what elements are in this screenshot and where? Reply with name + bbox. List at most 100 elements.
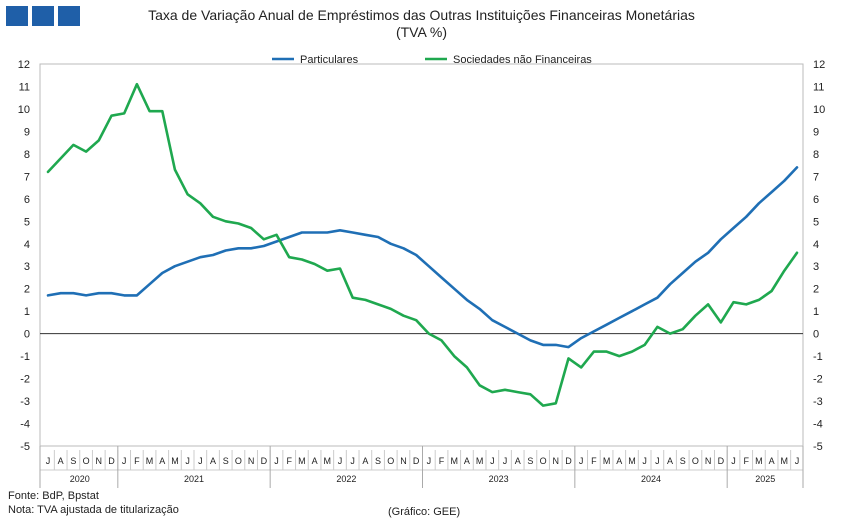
- y-tick-label-left: 10: [18, 104, 30, 116]
- legend-label-1: Particulares: [300, 54, 359, 66]
- chart-title: Taxa de Variação Anual de Empréstimos da…: [148, 7, 695, 23]
- month-tick-label: O: [387, 456, 394, 466]
- y-tick-label-left: -2: [20, 374, 30, 386]
- month-tick-label: M: [781, 456, 789, 466]
- month-tick-label: F: [134, 456, 140, 466]
- month-tick-label: O: [540, 456, 547, 466]
- month-tick-label: J: [579, 456, 584, 466]
- month-tick-label: A: [210, 456, 216, 466]
- y-tick-label-right: 1: [813, 306, 819, 318]
- series-line-1: [46, 166, 799, 349]
- month-tick-label: M: [755, 456, 763, 466]
- y-tick-label-left: 9: [24, 126, 30, 138]
- month-tick-label: M: [628, 456, 636, 466]
- month-tick-label: A: [667, 456, 673, 466]
- month-tick-label: J: [642, 456, 647, 466]
- y-tick-label-left: 5: [24, 216, 30, 228]
- month-tick-label: J: [185, 456, 190, 466]
- footer-note: Nota: TVA ajustada de titularização: [8, 504, 179, 516]
- month-tick-label: M: [476, 456, 484, 466]
- month-tick-label: J: [274, 456, 279, 466]
- year-label: 2021: [184, 474, 204, 484]
- month-tick-label: O: [235, 456, 242, 466]
- series-line-2: [46, 82, 799, 407]
- y-tick-label-right: -3: [813, 396, 823, 408]
- month-tick-label: A: [58, 456, 64, 466]
- y-tick-label-right: 5: [813, 216, 819, 228]
- chart-title-block: Taxa de Variação Anual de Empréstimos da…: [0, 7, 843, 41]
- y-tick-label-left: 0: [24, 329, 30, 341]
- y-tick-label-right: -5: [813, 441, 823, 453]
- month-tick-label: J: [795, 456, 800, 466]
- month-tick-label: M: [603, 456, 611, 466]
- y-tick-label-right: 3: [813, 261, 819, 273]
- month-tick-label: M: [171, 456, 179, 466]
- y-tick-label-right: 4: [813, 239, 819, 251]
- y-tick-label-left: 2: [24, 284, 30, 296]
- month-tick-label: J: [655, 456, 660, 466]
- year-label: 2022: [336, 474, 356, 484]
- month-tick-label: O: [692, 456, 699, 466]
- month-tick-label: S: [223, 456, 229, 466]
- month-tick-label: O: [83, 456, 90, 466]
- month-tick-label: S: [375, 456, 381, 466]
- y-tick-label-left: 12: [18, 59, 30, 71]
- month-tick-label: S: [70, 456, 76, 466]
- month-tick-label: A: [515, 456, 521, 466]
- month-tick-label: J: [198, 456, 203, 466]
- year-label: 2020: [70, 474, 90, 484]
- month-tick-label: D: [413, 456, 420, 466]
- month-tick-label: M: [324, 456, 332, 466]
- gee-logo-icon: [6, 6, 80, 26]
- year-label: 2024: [641, 474, 661, 484]
- month-tick-label: A: [159, 456, 165, 466]
- month-tick-label: D: [108, 456, 115, 466]
- month-tick-label: J: [490, 456, 495, 466]
- month-tick-label: J: [338, 456, 343, 466]
- month-tick-label: J: [427, 456, 432, 466]
- y-tick-label-right: 9: [813, 126, 819, 138]
- month-tick-label: J: [46, 456, 51, 466]
- footer-source: Fonte: BdP, Bpstat: [8, 490, 99, 502]
- month-tick-label: M: [146, 456, 154, 466]
- month-tick-label: N: [400, 456, 407, 466]
- y-tick-label-left: 3: [24, 261, 30, 273]
- y-tick-label-left: 1: [24, 306, 30, 318]
- y-tick-label-left: 7: [24, 171, 30, 183]
- footer-credit: (Gráfico: GEE): [388, 506, 461, 518]
- month-tick-label: N: [553, 456, 560, 466]
- y-tick-label-left: -3: [20, 396, 30, 408]
- year-label: 2023: [489, 474, 509, 484]
- y-tick-label-left: 4: [24, 239, 30, 251]
- month-tick-label: A: [362, 456, 368, 466]
- month-tick-label: F: [439, 456, 445, 466]
- month-tick-label: J: [503, 456, 508, 466]
- plot-frame: [39, 63, 804, 447]
- y-tick-label-right: 11: [813, 81, 824, 93]
- y-tick-label-right: 12: [813, 59, 825, 71]
- month-tick-label: F: [743, 456, 749, 466]
- y-tick-label-left: -1: [20, 351, 30, 363]
- month-tick-label: F: [286, 456, 292, 466]
- y-tick-label-right: -2: [813, 374, 823, 386]
- y-tick-label-right: 8: [813, 149, 819, 161]
- month-tick-label: N: [96, 456, 103, 466]
- y-tick-label-right: -1: [813, 351, 823, 363]
- month-tick-label: J: [350, 456, 355, 466]
- y-tick-label-left: 6: [24, 194, 30, 206]
- month-tick-label: S: [527, 456, 533, 466]
- month-tick-label: M: [298, 456, 306, 466]
- month-tick-label: F: [591, 456, 597, 466]
- month-tick-label: D: [565, 456, 572, 466]
- month-tick-label: N: [705, 456, 712, 466]
- month-tick-label: N: [248, 456, 255, 466]
- month-tick-label: J: [731, 456, 736, 466]
- y-tick-label-left: -5: [20, 441, 30, 453]
- month-tick-label: A: [312, 456, 318, 466]
- chart-subtitle: (TVA %): [395, 24, 448, 40]
- month-tick-label: A: [464, 456, 470, 466]
- y-tick-label-right: 10: [813, 104, 825, 116]
- y-tick-label-left: 11: [19, 81, 30, 93]
- y-tick-label-left: 8: [24, 149, 30, 161]
- year-label: 2025: [755, 474, 775, 484]
